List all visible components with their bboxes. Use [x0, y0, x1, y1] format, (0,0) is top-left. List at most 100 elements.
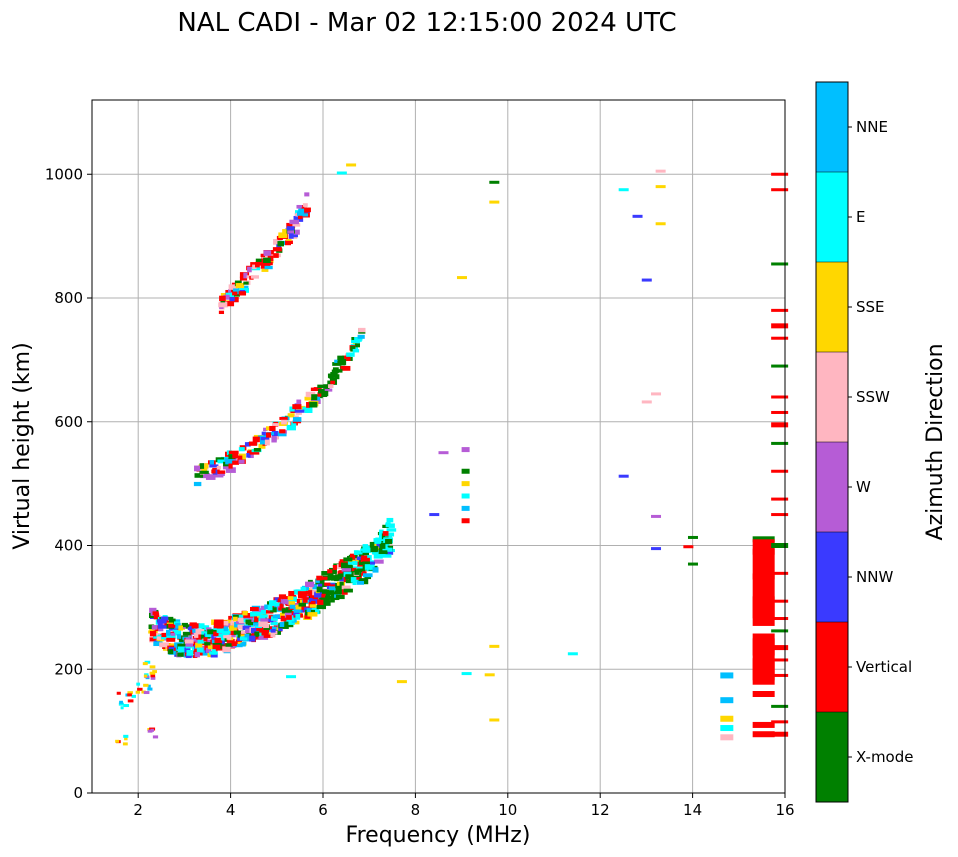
echo-mark	[349, 553, 356, 560]
echo-mark	[316, 604, 327, 610]
echo-mark	[361, 555, 368, 561]
echo-mark	[357, 334, 365, 339]
echo-mark	[274, 630, 282, 635]
echo-mark	[166, 629, 171, 636]
echo-mark	[223, 620, 229, 626]
echo-mark	[317, 384, 325, 389]
echo-mark	[317, 599, 325, 606]
y-tick-label: 600	[54, 413, 83, 431]
echo-mark	[216, 465, 221, 470]
echo-mark	[771, 410, 789, 414]
echo-mark	[438, 451, 449, 455]
echo-mark	[232, 616, 238, 622]
echo-mark	[207, 652, 213, 658]
colorbar-label: NNW	[856, 568, 893, 586]
colorbar-segment	[816, 442, 848, 532]
echo-mark	[352, 348, 360, 353]
echo-mark	[247, 266, 252, 273]
echo-mark	[214, 619, 224, 623]
echo-mark	[386, 517, 394, 523]
echo-mark	[206, 627, 212, 632]
echo-mark	[618, 188, 629, 192]
echo-mark	[123, 704, 130, 708]
echo-mark	[356, 337, 363, 341]
echo-mark	[316, 586, 323, 593]
colorbar-segment	[816, 532, 848, 622]
echo-mark	[315, 396, 321, 401]
colorbar-label: NNE	[856, 118, 888, 136]
echo-mark	[223, 626, 228, 632]
echo-mark	[327, 569, 333, 574]
echo-mark	[229, 297, 235, 302]
echo-mark	[260, 605, 266, 612]
echo-mark	[148, 624, 155, 630]
echo-mark	[157, 619, 167, 624]
echo-mark	[329, 377, 337, 381]
echo-mark	[651, 547, 662, 551]
echo-mark	[385, 532, 395, 537]
echo-mark	[461, 493, 470, 499]
echo-mark	[250, 606, 259, 612]
echo-mark	[293, 215, 299, 222]
echo-mark	[771, 629, 789, 633]
echo-mark	[166, 637, 176, 642]
echo-mark	[168, 618, 176, 625]
echo-mark	[282, 599, 290, 605]
echo-mark	[123, 734, 129, 738]
echo-mark	[136, 682, 141, 686]
echo-mark	[159, 642, 169, 648]
echo-mark	[277, 432, 287, 437]
echo-mark	[237, 617, 247, 622]
echo-mark	[375, 537, 384, 542]
echo-mark	[396, 680, 407, 684]
echo-mark	[286, 226, 295, 231]
echo-mark	[250, 627, 257, 634]
echo-mark	[260, 437, 270, 441]
echo-mark	[255, 258, 266, 263]
echo-mark	[246, 623, 254, 628]
echo-mark	[271, 430, 279, 437]
echo-mark	[228, 284, 239, 290]
echo-mark	[327, 572, 334, 578]
echo-mark	[277, 241, 285, 247]
echo-mark	[263, 427, 268, 432]
echo-mark	[328, 373, 334, 379]
echo-mark	[127, 699, 134, 703]
echo-mark	[297, 215, 303, 220]
echo-mark	[304, 409, 313, 413]
echo-mark	[374, 551, 383, 555]
echo-mark	[335, 587, 345, 592]
echo-mark	[246, 453, 251, 458]
echo-mark	[184, 639, 194, 644]
echo-mark	[175, 622, 181, 629]
echo-mark	[247, 622, 258, 626]
echo-mark	[217, 459, 226, 463]
echo-mark	[376, 546, 385, 551]
echo-mark	[240, 285, 249, 290]
echo-mark	[252, 436, 260, 443]
echo-mark	[153, 641, 163, 647]
y-tick-label: 1000	[45, 165, 83, 183]
echo-mark	[243, 272, 248, 279]
echo-mark	[341, 585, 351, 590]
echo-mark	[181, 622, 188, 628]
x-tick-label: 10	[498, 801, 517, 819]
echo-mark	[252, 264, 257, 270]
echo-mark	[632, 214, 643, 218]
echo-mark	[223, 294, 230, 300]
echo-mark	[127, 693, 132, 697]
echo-mark	[205, 647, 211, 653]
echo-mark	[273, 253, 279, 258]
echo-mark	[122, 742, 128, 746]
echo-mark	[216, 625, 224, 629]
echo-mark	[228, 450, 239, 455]
echo-mark	[771, 731, 789, 737]
echo-mark	[235, 283, 245, 289]
echo-mark	[262, 255, 270, 259]
echo-mark	[343, 588, 353, 593]
echo-mark	[196, 632, 202, 638]
echo-mark	[683, 545, 694, 549]
echo-mark	[281, 596, 291, 600]
x-axis: 2 4 6 8 10 12 14 16	[133, 793, 795, 819]
echo-mark	[356, 575, 362, 580]
